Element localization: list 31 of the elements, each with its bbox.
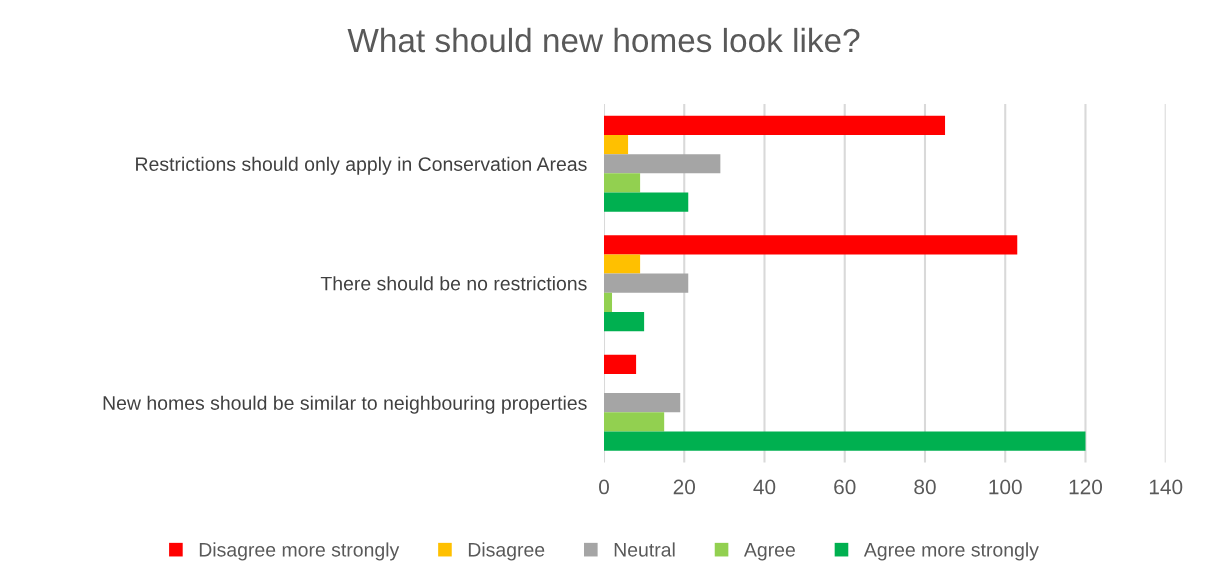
x-tick-label: 100 bbox=[989, 479, 1022, 495]
legend-label: Agree bbox=[743, 543, 795, 561]
bar bbox=[604, 235, 1018, 255]
bar bbox=[604, 115, 946, 135]
y-tick-label: There should be no restrictions bbox=[320, 276, 587, 291]
legend-label: Disagree more strongly bbox=[199, 542, 400, 561]
legend-label: Neutral bbox=[614, 542, 675, 557]
x-tick-label: 20 bbox=[673, 479, 696, 495]
y-tick-label: New homes should be similar to neighbouring properties bbox=[103, 395, 587, 414]
legend-label: Agree more strongly bbox=[863, 542, 1039, 561]
bar bbox=[604, 273, 689, 293]
x-tick-label: 140 bbox=[1149, 479, 1183, 495]
legend-label: Disagree bbox=[468, 542, 545, 561]
bar bbox=[604, 134, 629, 155]
bar bbox=[604, 354, 637, 374]
x-tick-label: 120 bbox=[1069, 479, 1103, 495]
x-tick-label: 0 bbox=[599, 479, 609, 495]
bar bbox=[604, 412, 665, 432]
chart-title: What should new homes look like? bbox=[347, 27, 860, 53]
bar bbox=[604, 173, 641, 193]
x-tick-label: 60 bbox=[834, 479, 856, 495]
bar bbox=[604, 393, 681, 413]
bar bbox=[604, 154, 721, 174]
bar bbox=[604, 254, 641, 274]
bar bbox=[604, 292, 613, 313]
bar bbox=[604, 312, 645, 332]
y-tick-label: Restrictions should only apply in Conservation Areas bbox=[136, 156, 587, 175]
bar bbox=[604, 431, 1086, 451]
x-tick-label: 80 bbox=[914, 479, 936, 495]
bar bbox=[604, 192, 689, 212]
x-tick-label: 40 bbox=[753, 479, 776, 495]
